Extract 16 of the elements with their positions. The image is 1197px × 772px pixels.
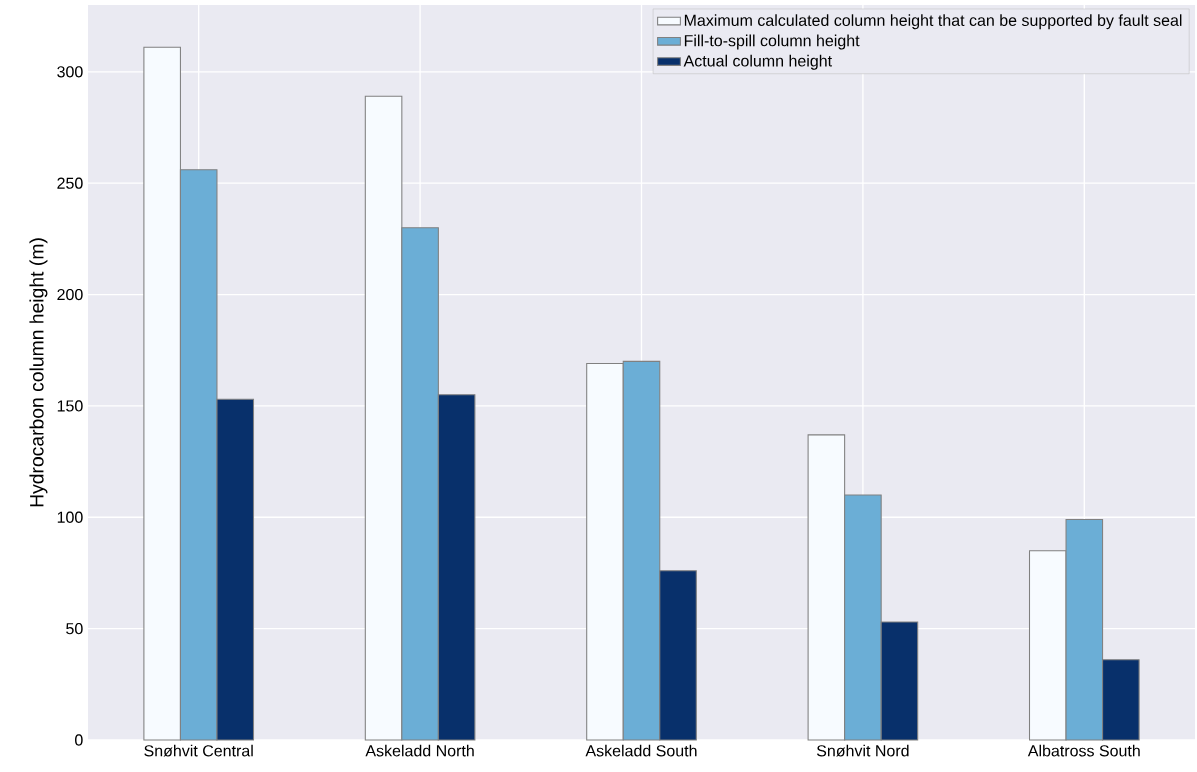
y-tick-label: 0	[75, 734, 83, 746]
x-tick-label: Snøhvit Central	[144, 744, 253, 757]
y-tick-label: 200	[57, 288, 83, 301]
x-tick-label: Albatross South	[1027, 744, 1140, 757]
y-axis-title: Hydrocarbon column height (m)	[29, 238, 48, 507]
legend-label: Fill-to-spill column height	[684, 34, 860, 50]
x-tick-label: Askeladd South	[585, 744, 697, 757]
x-tick-label: Askeladd North	[365, 744, 474, 757]
y-tick-label: 300	[57, 66, 83, 78]
y-tick-label: 150	[57, 400, 83, 412]
legend-label: Actual column height	[683, 54, 832, 70]
y-tick-label: 100	[57, 511, 83, 523]
y-tick-label: 50	[66, 622, 83, 635]
y-tick-label: 250	[57, 177, 83, 189]
x-tick-label: Snøhvit Nord	[816, 744, 909, 757]
legend-label: Maximum calculated column height that can be supported by fault seal	[684, 14, 1182, 30]
